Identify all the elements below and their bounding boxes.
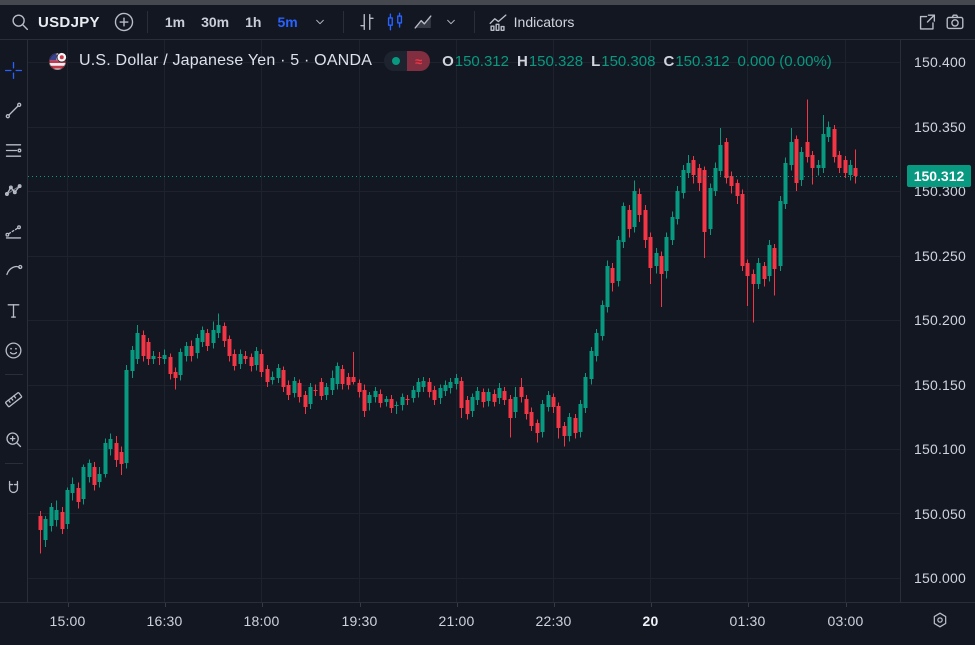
indicators-button[interactable]: Indicators xyxy=(513,14,575,30)
measure-tool-icon[interactable] xyxy=(0,379,28,419)
price-axis-label: 150.150 xyxy=(914,376,967,393)
style-chevron-icon[interactable] xyxy=(437,8,465,36)
price-axis[interactable]: 150.400 150.350 150.300 150.250 150.200 150.1… xyxy=(900,40,974,602)
drawing-toolbar xyxy=(0,40,28,602)
symbol-title[interactable]: U.S. Dollar / Japanese Yen · 5 · OANDA xyxy=(79,52,373,69)
time-axis-label: 19:30 xyxy=(341,613,378,629)
market-open-dot-icon xyxy=(391,57,400,65)
price-axis-label: 150.200 xyxy=(914,312,967,328)
price-axis-label: 150.050 xyxy=(914,505,967,522)
ohlc-o: O 150.312 xyxy=(442,52,509,70)
time-axis-tick xyxy=(359,603,361,607)
price-axis-label: 150.300 xyxy=(914,183,967,199)
trend-line-tool-icon[interactable] xyxy=(0,90,28,130)
ohlc-h: H 150.328 xyxy=(516,52,584,70)
time-axis-label: 22:30 xyxy=(535,613,572,629)
time-axis-label: 01:30 xyxy=(729,613,766,629)
time-axis-tick xyxy=(845,603,847,607)
delayed-data-icon: ≈ xyxy=(407,51,431,71)
market-status-toggle[interactable]: ≈ xyxy=(384,51,431,71)
interval-group: 1m 30m 1h 5m xyxy=(157,11,306,33)
indicators-icon[interactable] xyxy=(484,8,512,36)
interval-30m[interactable]: 30m xyxy=(193,11,237,33)
crosshair-tool-icon[interactable] xyxy=(0,50,28,90)
time-axis-tick xyxy=(67,603,69,607)
interval-5m[interactable]: 5m xyxy=(269,11,305,33)
ohlc-c: C 150.312 xyxy=(663,52,730,70)
text-tool-icon[interactable] xyxy=(0,290,28,330)
ohlc-l: L 150.308 xyxy=(591,52,656,70)
bars-style-icon[interactable] xyxy=(353,8,381,36)
toolbar-separator xyxy=(146,11,148,33)
search-icon[interactable] xyxy=(6,8,34,36)
sidebar-divider xyxy=(4,463,23,464)
interval-chevron-icon[interactable] xyxy=(306,8,334,36)
fib-retracement-tool-icon[interactable] xyxy=(0,130,28,170)
axis-settings-icon[interactable] xyxy=(930,610,950,630)
time-axis-label: 18:00 xyxy=(243,613,280,629)
chart-legend: U.S. Dollar / Japanese Yen · 5 · OANDA ≈… xyxy=(48,51,832,71)
zoom-in-tool-icon[interactable] xyxy=(0,419,28,459)
compare-add-icon[interactable] xyxy=(110,8,138,36)
interval-1m[interactable]: 1m xyxy=(157,11,193,33)
ohlc-values: O 150.312 H 150.328 L 150.308 C 150.312 0.000 (0… xyxy=(442,53,832,70)
emoji-tool-icon[interactable] xyxy=(0,330,28,370)
time-axis-tick xyxy=(747,603,749,607)
symbol-button[interactable]: USDJPY xyxy=(38,13,100,31)
time-axis-label: 20 xyxy=(642,613,659,629)
toolbar-separator xyxy=(473,11,475,33)
candles-style-icon[interactable] xyxy=(381,8,409,36)
candlestick-chart[interactable] xyxy=(28,40,900,602)
time-axis[interactable]: 15:00 16:30 18:00 19:30 21:00 22:30 20 01:30 03:… xyxy=(0,602,975,645)
brush-tool-icon[interactable] xyxy=(0,250,28,290)
time-axis-label: 03:00 xyxy=(827,613,864,629)
camera-icon[interactable] xyxy=(941,8,969,36)
price-axis-label: 150.400 xyxy=(914,54,967,70)
time-axis-tick xyxy=(164,603,166,607)
change-value: 0.000 (0.00%) xyxy=(737,52,832,70)
price-axis-label: 150.100 xyxy=(914,441,967,457)
interval-1h[interactable]: 1h xyxy=(237,11,269,33)
toolbar-separator xyxy=(342,11,344,33)
xabcd-pattern-tool-icon[interactable] xyxy=(0,170,28,210)
time-axis-label: 21:00 xyxy=(438,613,475,629)
sidebar-divider xyxy=(4,374,23,375)
time-axis-label: 15:00 xyxy=(49,613,86,629)
area-style-icon[interactable] xyxy=(409,8,437,36)
price-axis-label: 150.250 xyxy=(914,247,967,264)
current-price-badge: 150.312 xyxy=(907,165,971,187)
magnet-tool-icon[interactable] xyxy=(0,468,28,508)
time-axis-label: 16:30 xyxy=(146,613,183,629)
share-icon[interactable] xyxy=(913,8,941,36)
chart-pane[interactable]: U.S. Dollar / Japanese Yen · 5 · OANDA ≈… xyxy=(28,40,900,602)
time-axis-tick xyxy=(261,603,263,607)
time-axis-tick xyxy=(650,603,652,607)
top-toolbar: USDJPY 1m 30m 1h 5m Indicators xyxy=(0,5,975,40)
price-axis-label: 150.000 xyxy=(914,570,967,586)
price-axis-label: 150.350 xyxy=(914,118,967,135)
forecast-tool-icon[interactable] xyxy=(0,210,28,250)
usdjpy-flag-icon xyxy=(48,51,67,70)
time-axis-tick xyxy=(456,603,458,607)
window-top-edge xyxy=(0,0,975,5)
time-axis-tick xyxy=(553,603,555,607)
